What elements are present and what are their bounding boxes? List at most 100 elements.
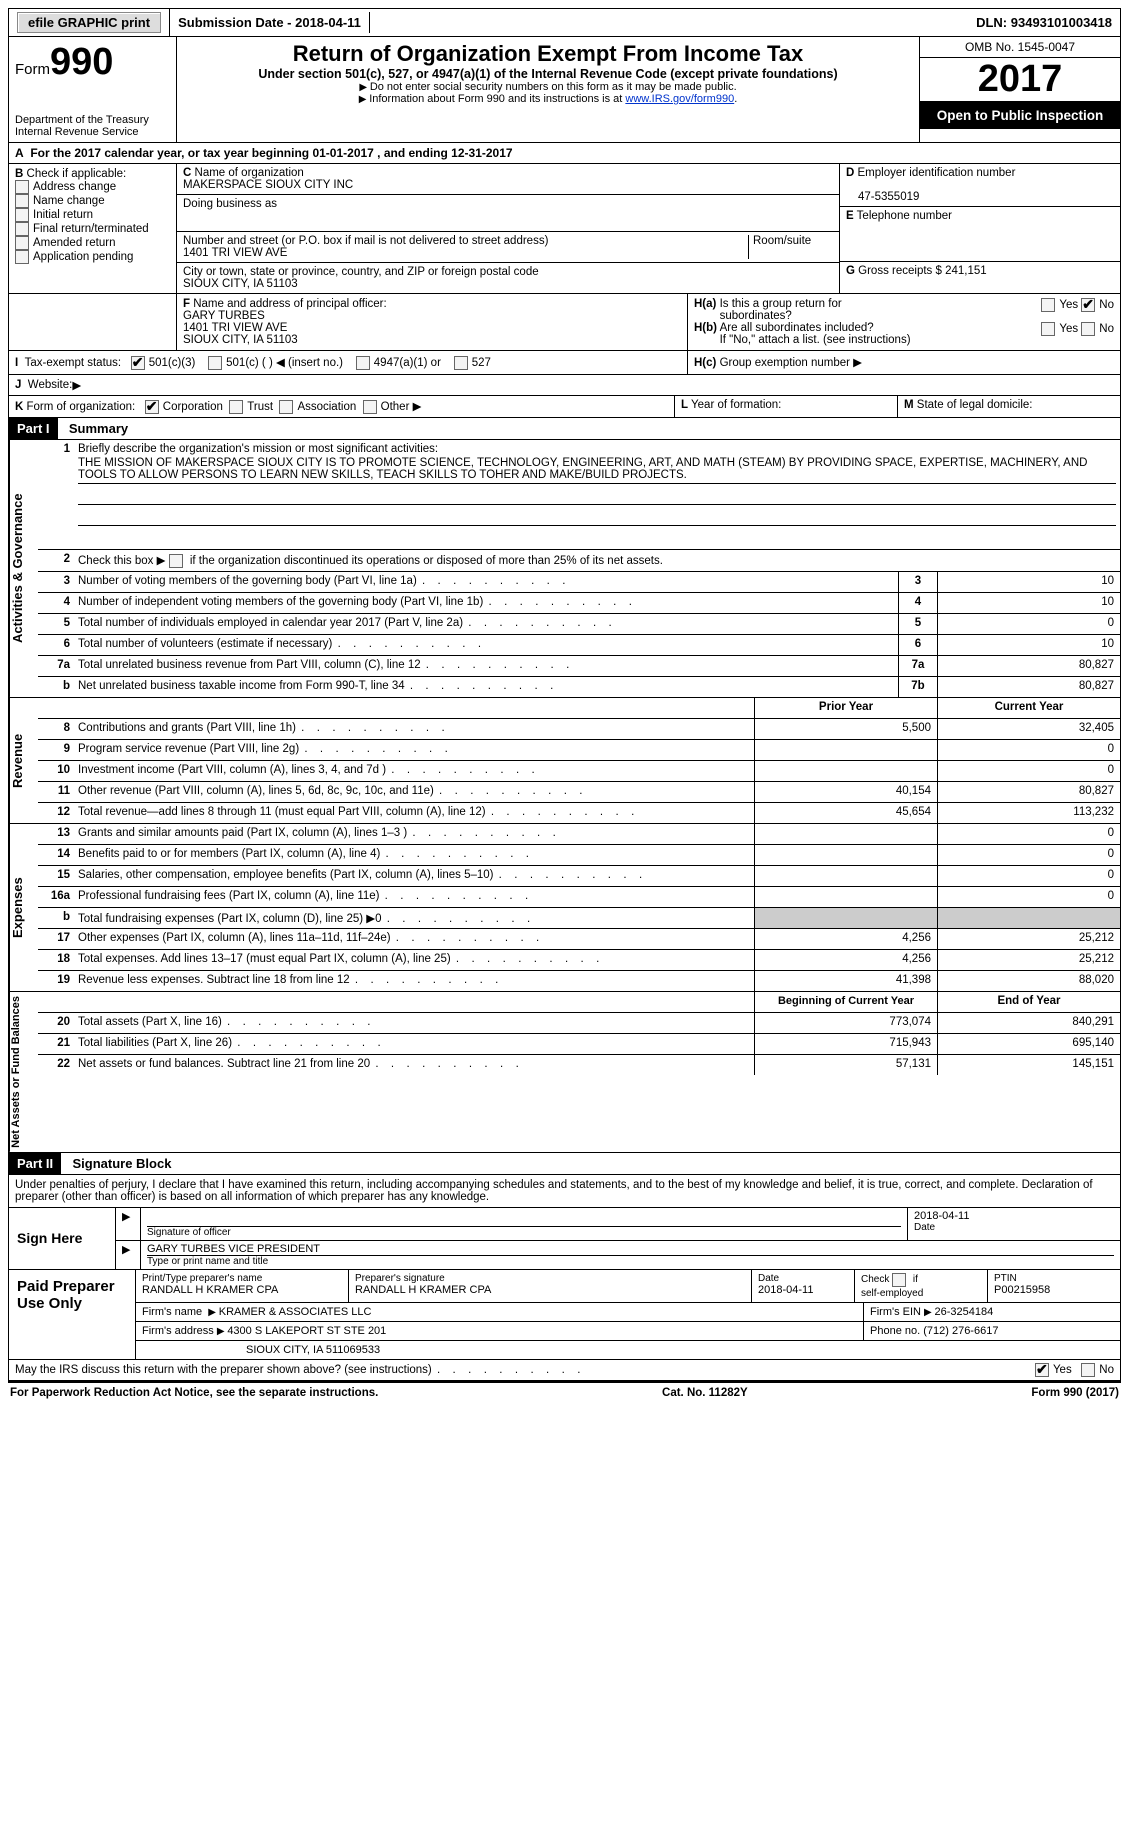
summary-row: 3Number of voting members of the governi…	[38, 572, 1120, 593]
box-hc: H(c) Group exemption number ▶	[688, 351, 1120, 374]
row-label: Total number of volunteers (estimate if …	[74, 635, 898, 655]
row-value: 10	[937, 572, 1120, 592]
cb-501c3[interactable]	[131, 356, 145, 370]
current-value: 145,151	[937, 1055, 1120, 1075]
summary-row: 14Benefits paid to or for members (Part …	[38, 845, 1120, 866]
cb-amended-return[interactable]	[15, 236, 29, 250]
row-label: Grants and similar amounts paid (Part IX…	[74, 824, 754, 844]
line-k: K Form of organization: Corporation Trus…	[9, 396, 675, 417]
officer-name: GARY TURBES	[183, 310, 265, 322]
page-footer: For Paperwork Reduction Act Notice, see …	[8, 1381, 1121, 1403]
box-h: H(a) Is this a group return for Yes No s…	[688, 294, 1120, 350]
row-label: Professional fundraising fees (Part IX, …	[74, 887, 754, 907]
cb-discontinued[interactable]	[169, 554, 183, 568]
current-value: 113,232	[937, 803, 1120, 823]
cb-address-change[interactable]	[15, 180, 29, 194]
sign-here-label: Sign Here	[9, 1208, 116, 1269]
header-center: Return of Organization Exempt From Incom…	[177, 37, 919, 142]
perjury-statement: Under penalties of perjury, I declare th…	[8, 1175, 1121, 1208]
current-value: 0	[937, 740, 1120, 760]
summary-row: 11Other revenue (Part VIII, column (A), …	[38, 782, 1120, 803]
section-bcd: B Check if applicable: Address change Na…	[8, 164, 1121, 294]
row-label: Total unrelated business revenue from Pa…	[74, 656, 898, 676]
cb-4947[interactable]	[356, 356, 370, 370]
cb-trust[interactable]	[229, 400, 243, 414]
box-f	[9, 294, 177, 350]
cb-group-no[interactable]	[1081, 298, 1095, 312]
cb-sub-no[interactable]	[1081, 322, 1095, 336]
row-label: Total assets (Part X, line 16)	[74, 1013, 754, 1033]
firm-ein: 26-3254184	[935, 1306, 994, 1318]
instr-1: Do not enter social security numbers on …	[181, 81, 915, 93]
row-label: Number of independent voting members of …	[74, 593, 898, 613]
sig-date: 2018-04-11	[914, 1210, 969, 1222]
cb-group-yes[interactable]	[1041, 298, 1055, 312]
prior-value: 4,256	[754, 929, 937, 949]
summary-row: 18Total expenses. Add lines 13–17 (must …	[38, 950, 1120, 971]
cb-self-employed[interactable]	[892, 1273, 906, 1287]
summary-row: bTotal fundraising expenses (Part IX, co…	[38, 908, 1120, 929]
summary-row: 16aProfessional fundraising fees (Part I…	[38, 887, 1120, 908]
part-1-tag: Part I	[9, 418, 58, 439]
cb-527[interactable]	[454, 356, 468, 370]
col-end-year: End of Year	[937, 992, 1120, 1012]
row-label: Total fundraising expenses (Part IX, col…	[74, 908, 754, 928]
row-label: Revenue less expenses. Subtract line 18 …	[74, 971, 754, 991]
cb-association[interactable]	[279, 400, 293, 414]
row-label: Total revenue—add lines 8 through 11 (mu…	[74, 803, 754, 823]
summary-row: 5Total number of individuals employed in…	[38, 614, 1120, 635]
irs-link[interactable]: www.IRS.gov/form990	[625, 93, 734, 105]
form-header: Form990 Department of the Treasury Inter…	[8, 37, 1121, 143]
cb-name-change[interactable]	[15, 194, 29, 208]
cb-discuss-yes[interactable]	[1035, 1363, 1049, 1377]
cb-application-pending[interactable]	[15, 250, 29, 264]
top-bar: efile GRAPHIC print Submission Date - 20…	[8, 8, 1121, 37]
cb-corporation[interactable]	[145, 400, 159, 414]
row-label: Total expenses. Add lines 13–17 (must eq…	[74, 950, 754, 970]
line-i: I Tax-exempt status: 501(c)(3) 501(c) ( …	[9, 351, 688, 374]
cb-sub-yes[interactable]	[1041, 322, 1055, 336]
current-value: 0	[937, 887, 1120, 907]
street-address: 1401 TRI VIEW AVE	[183, 247, 287, 259]
row-label: Total liabilities (Part X, line 26)	[74, 1034, 754, 1054]
officer-addr2: SIOUX CITY, IA 51103	[183, 334, 298, 346]
row-label: Number of voting members of the governin…	[74, 572, 898, 592]
summary-row: 21Total liabilities (Part X, line 26)715…	[38, 1034, 1120, 1055]
row-value: 80,827	[937, 656, 1120, 676]
paperwork-notice: For Paperwork Reduction Act Notice, see …	[10, 1387, 378, 1399]
prior-value: 773,074	[754, 1013, 937, 1033]
row-value: 10	[937, 593, 1120, 613]
col-prior-year: Prior Year	[754, 698, 937, 718]
side-revenue: Revenue	[9, 698, 38, 823]
box-f-content: F Name and address of principal officer:…	[177, 294, 688, 350]
line-a: A For the 2017 calendar year, or tax yea…	[8, 143, 1121, 164]
firm-name: KRAMER & ASSOCIATES LLC	[219, 1306, 372, 1318]
cb-other[interactable]	[363, 400, 377, 414]
efile-label: efile GRAPHIC print	[9, 9, 170, 36]
col-begin-year: Beginning of Current Year	[754, 992, 937, 1012]
preparer-name: RANDALL H KRAMER CPA	[142, 1284, 342, 1296]
preparer-signature: RANDALL H KRAMER CPA	[355, 1284, 745, 1296]
efile-graphic-btn[interactable]: efile GRAPHIC print	[17, 12, 161, 33]
summary-row: 9Program service revenue (Part VIII, lin…	[38, 740, 1120, 761]
cb-initial-return[interactable]	[15, 208, 29, 222]
summary-row: 15Salaries, other compensation, employee…	[38, 866, 1120, 887]
cat-number: Cat. No. 11282Y	[662, 1387, 748, 1399]
current-value: 32,405	[937, 719, 1120, 739]
row-box: 4	[898, 593, 937, 613]
cb-discuss-no[interactable]	[1081, 1363, 1095, 1377]
line-2: Check this box ▶ if the organization dis…	[74, 550, 1120, 571]
form-number: 990	[50, 41, 113, 83]
row-label: Total number of individuals employed in …	[74, 614, 898, 634]
form-version: Form 990 (2017)	[1031, 1387, 1119, 1399]
cb-final-return[interactable]	[15, 222, 29, 236]
open-to-public: Open to Public Inspection	[920, 102, 1120, 129]
part-1-header: Part I Summary	[8, 418, 1121, 440]
gross-receipts: 241,151	[945, 265, 987, 277]
firm-address-2: SIOUX CITY, IA 511069533	[136, 1341, 1120, 1359]
prior-value: 40,154	[754, 782, 937, 802]
tax-year: 2017	[920, 58, 1120, 102]
prior-value: 45,654	[754, 803, 937, 823]
cb-501c[interactable]	[208, 356, 222, 370]
header-left: Form990 Department of the Treasury Inter…	[9, 37, 177, 142]
